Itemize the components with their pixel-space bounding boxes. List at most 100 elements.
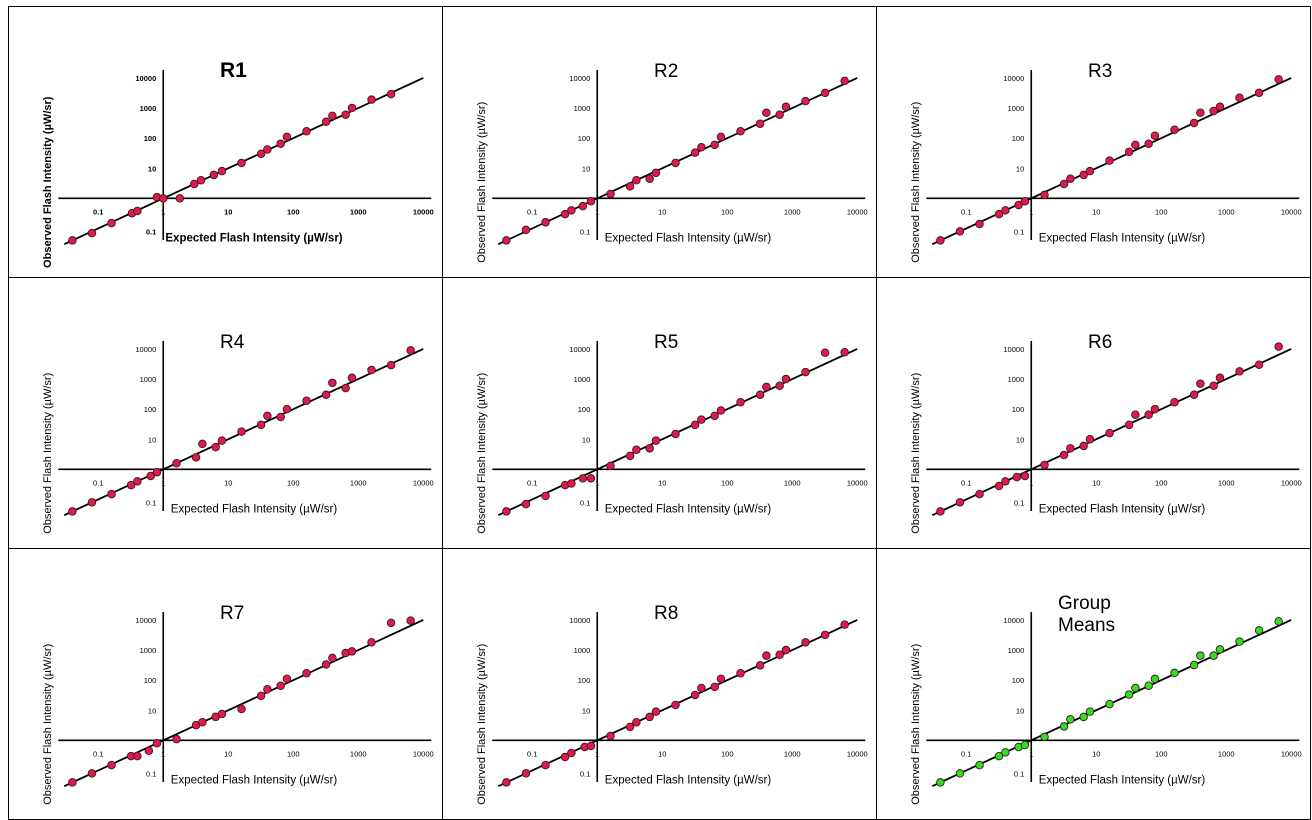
data-point xyxy=(802,368,810,376)
data-point xyxy=(303,669,311,677)
data-point xyxy=(633,176,641,184)
panel-title: Group Means xyxy=(1058,593,1115,636)
chart-svg: 0.1 1 10 100 1000 10000 0.1 10 100 1000 10000 Expec… xyxy=(877,549,1311,820)
data-point xyxy=(1021,472,1029,480)
data-point xyxy=(1086,167,1094,175)
y-tick-label: 1000 xyxy=(140,646,157,655)
data-point xyxy=(782,103,790,111)
x-tick-label: 10000 xyxy=(413,207,434,216)
data-point xyxy=(607,462,615,470)
data-point xyxy=(277,140,285,148)
data-point xyxy=(348,374,356,382)
x-axis-title: Expected Flash Intensity (µW/sr) xyxy=(171,503,338,515)
x-tick-label: 1000 xyxy=(1218,749,1235,758)
data-point xyxy=(1086,435,1094,443)
data-point xyxy=(368,366,376,374)
y-tick-label: 10000 xyxy=(1003,616,1024,625)
data-point xyxy=(1041,191,1049,199)
x-tick-label: 0.1 xyxy=(93,207,103,216)
y-tick-label: 10 xyxy=(1016,706,1024,715)
data-point xyxy=(153,468,161,476)
data-point xyxy=(1086,708,1094,716)
data-point xyxy=(69,779,77,787)
x-tick-label: 0.1 xyxy=(93,478,103,487)
data-point xyxy=(159,195,167,203)
y-tick-label: 10000 xyxy=(569,616,590,625)
data-point xyxy=(782,375,790,383)
data-point xyxy=(1132,684,1140,692)
data-point xyxy=(542,492,550,500)
data-point xyxy=(652,437,660,445)
chart-panel-3: 0.1 1 10 100 1000 10000 0.1 10 100 1000 10000 Expec… xyxy=(877,7,1311,278)
data-point xyxy=(197,176,205,184)
data-point xyxy=(134,478,142,486)
chart-panel-5: 0.1 1 10 100 1000 10000 0.1 10 100 1000 10000 Expec… xyxy=(443,278,877,549)
data-point xyxy=(134,752,142,760)
y-tick-label: 1000 xyxy=(574,646,591,655)
data-point xyxy=(1067,175,1075,183)
y-axis-title: Observed Flash Intensity (µW/sr) xyxy=(910,644,922,805)
x-tick-label: 100 xyxy=(721,207,734,216)
data-point xyxy=(218,710,226,718)
data-point xyxy=(937,508,945,516)
data-point xyxy=(756,662,764,670)
data-point xyxy=(108,219,116,227)
x-tick-label: 10000 xyxy=(1281,749,1302,758)
y-tick-label: 10 xyxy=(1016,164,1024,173)
data-point xyxy=(1080,442,1088,450)
data-point xyxy=(1255,89,1263,97)
y-tick-label: 10000 xyxy=(135,616,156,625)
y-tick-label: 10000 xyxy=(569,345,590,354)
x-tick-label: 1 xyxy=(595,478,599,487)
data-point xyxy=(322,661,330,669)
chart-panel-4: 0.1 1 10 100 1000 10000 0.1 10 100 1000 10000 Expec… xyxy=(9,278,443,549)
data-point xyxy=(88,770,96,778)
data-point xyxy=(1106,700,1114,708)
data-point xyxy=(1067,716,1075,724)
x-tick-label: 10000 xyxy=(413,749,434,758)
y-tick-label: 100 xyxy=(578,405,591,414)
data-point xyxy=(711,412,719,420)
data-point xyxy=(691,691,699,699)
data-point xyxy=(1125,148,1133,156)
x-tick-label: 1 xyxy=(161,749,165,758)
y-tick-label: 1000 xyxy=(1008,646,1025,655)
y-tick-label: 100 xyxy=(578,134,591,143)
x-tick-label: 100 xyxy=(1155,749,1168,758)
data-point xyxy=(698,684,706,692)
data-point xyxy=(1275,76,1283,84)
data-point xyxy=(1171,126,1179,134)
y-tick-label: 10 xyxy=(582,706,590,715)
data-point xyxy=(652,708,660,716)
data-point xyxy=(1197,652,1205,660)
data-point xyxy=(522,500,530,508)
y-tick-label: 0.1 xyxy=(580,227,590,236)
x-tick-label: 0.1 xyxy=(93,749,103,758)
data-point xyxy=(88,499,96,507)
y-tick-label: 0.1 xyxy=(146,227,156,236)
y-tick-label: 100 xyxy=(144,134,157,143)
data-point xyxy=(342,111,350,119)
data-point xyxy=(199,718,207,726)
y-tick-label: 100 xyxy=(1012,676,1025,685)
data-point xyxy=(646,445,654,453)
data-point xyxy=(238,159,246,167)
data-point xyxy=(277,413,285,421)
data-point xyxy=(1132,411,1140,419)
figure-grid: 0.1 1 10 100 1000 10000 0.1 10 100 1000 10000 Expec… xyxy=(8,6,1311,820)
data-point xyxy=(1080,713,1088,721)
panel-title: R2 xyxy=(654,61,678,82)
data-point xyxy=(1125,421,1133,429)
x-tick-label: 1000 xyxy=(784,749,801,758)
x-tick-label: 0.1 xyxy=(527,749,537,758)
y-tick-label: 10000 xyxy=(1003,74,1024,83)
x-tick-label: 10 xyxy=(658,207,666,216)
chart-panel-7: 0.1 1 10 100 1000 10000 0.1 10 100 1000 10000 Expec… xyxy=(9,549,443,820)
y-axis-title: Observed Flash Intensity (µW/sr) xyxy=(42,373,54,534)
data-point xyxy=(1060,180,1068,188)
data-point xyxy=(199,440,207,448)
data-point xyxy=(1190,119,1198,127)
chart-svg: 0.1 1 10 100 1000 10000 0.1 10 100 1000 10000 Expec… xyxy=(877,278,1311,549)
data-point xyxy=(579,202,587,210)
data-point xyxy=(691,149,699,157)
